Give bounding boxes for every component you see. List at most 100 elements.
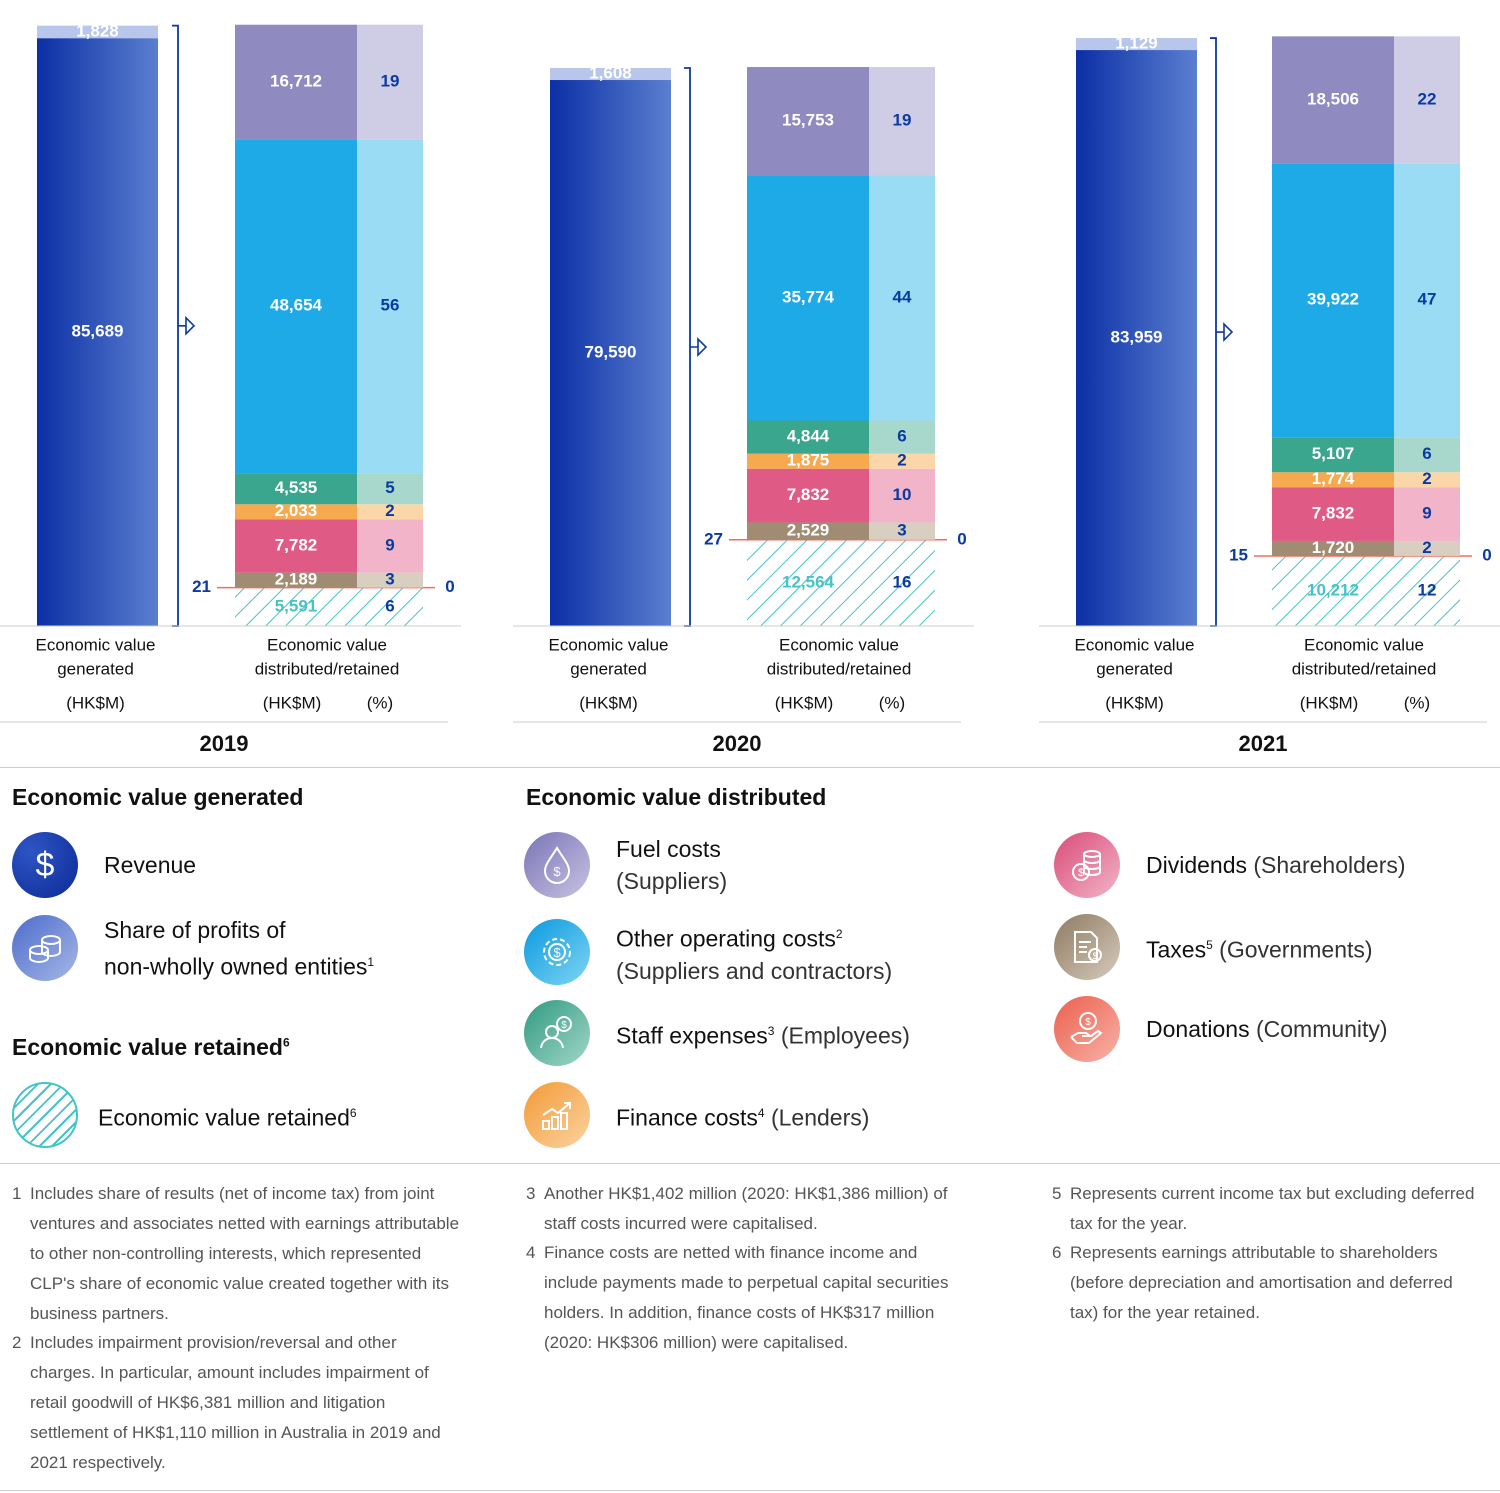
label-share-of-profits-2020: 1,608 bbox=[589, 63, 632, 82]
bottom-divider bbox=[0, 1490, 1500, 1491]
legend-item-finance: Finance costs4 (Lenders) bbox=[524, 1082, 869, 1148]
label-other-pct-2020: 44 bbox=[893, 287, 912, 306]
label-dividends-pct-2021: 9 bbox=[1422, 504, 1431, 523]
bar-other-2020 bbox=[747, 175, 869, 421]
notes-divider bbox=[0, 1163, 1500, 1164]
legend-distributed-title: Economic value distributed bbox=[526, 784, 827, 810]
legend-share-line2: non-wholly owned entities bbox=[104, 953, 368, 980]
bracket-2019 bbox=[172, 24, 179, 627]
label-retained-pct-2020: 16 bbox=[893, 572, 912, 591]
label-revenue-2020: 79,590 bbox=[585, 342, 637, 361]
label-taxes-pct-2021: 2 bbox=[1422, 538, 1431, 557]
legend-other-sub: (Suppliers and contractors) bbox=[616, 957, 893, 984]
axis-generated-line1-2020: Economic value bbox=[548, 635, 668, 654]
bar-share-of-profits-2021 bbox=[1076, 38, 1197, 51]
bar-revenue-2019 bbox=[37, 38, 158, 626]
label-donations-pct-2021: 0 bbox=[1482, 545, 1491, 564]
label-other-value-2019: 48,654 bbox=[270, 296, 323, 315]
legend-item-staff: $ Staff expenses3 (Employees) bbox=[524, 1000, 910, 1066]
label-finance-value-2020: 1,875 bbox=[787, 451, 830, 470]
footnote-6: 6 Represents earnings attributable to sha… bbox=[1052, 1243, 1453, 1322]
bar-other-2021 bbox=[1272, 163, 1394, 438]
axis-distributed-line1-2021: Economic value bbox=[1304, 635, 1424, 654]
bracket-arrow-2020 bbox=[690, 337, 708, 357]
label-staff-pct-2021: 6 bbox=[1422, 444, 1431, 463]
year-label-2019: 2019 bbox=[200, 731, 249, 756]
bar-fuel-2019 bbox=[235, 24, 357, 140]
svg-text:$: $ bbox=[1092, 951, 1097, 961]
label-fuel-pct-2021: 22 bbox=[1418, 89, 1437, 108]
axis-distributed-line2-2021: distributed/retained bbox=[1292, 659, 1437, 678]
legend-item-other-operating: $ Other operating costs2 (Suppliers and … bbox=[524, 918, 892, 987]
label-dividends-value-2020: 7,832 bbox=[787, 485, 830, 504]
bar-other-pct-2020 bbox=[869, 175, 935, 421]
bar-dividends-2019 bbox=[235, 519, 357, 573]
bar-retained-2019 bbox=[235, 587, 423, 626]
label-staff-pct-2020: 6 bbox=[897, 427, 906, 446]
tax-document-icon: $ bbox=[1054, 914, 1120, 980]
label-taxes-value-2019: 2,189 bbox=[275, 570, 318, 589]
legend-other-main: Other operating costs bbox=[616, 925, 836, 952]
bar-revenue-2021 bbox=[1076, 50, 1197, 626]
label-finance-value-2019: 2,033 bbox=[275, 501, 318, 520]
legend-staff-sub: (Employees) bbox=[774, 1022, 910, 1049]
bar-dividends-2021 bbox=[1272, 487, 1394, 541]
svg-text:$: $ bbox=[553, 864, 561, 879]
label-finance-pct-2021: 2 bbox=[1422, 469, 1431, 488]
bar-retained-2020 bbox=[747, 539, 935, 626]
label-fuel-value-2020: 15,753 bbox=[782, 111, 834, 130]
svg-text:$: $ bbox=[1085, 1017, 1091, 1028]
label-staff-pct-2019: 5 bbox=[385, 478, 394, 497]
label-retained-value-2019: 5,591 bbox=[275, 596, 318, 615]
bar-staff-2020 bbox=[747, 420, 869, 454]
label-staff-value-2019: 4,535 bbox=[275, 478, 318, 497]
fuel-drop-icon: $ bbox=[524, 832, 590, 898]
legend-generated-title: Economic value generated bbox=[12, 784, 304, 810]
bar-fuel-pct-2021 bbox=[1394, 36, 1460, 164]
label-finance-value-2021: 1,774 bbox=[1312, 469, 1355, 488]
label-revenue-2021: 83,959 bbox=[1111, 328, 1163, 347]
axis-generated-unit-2020: (HK$M) bbox=[579, 693, 638, 712]
axis-pct-unit-2020: (%) bbox=[879, 693, 905, 712]
bar-dividends-pct-2021 bbox=[1394, 487, 1460, 541]
legend-donations-sub: (Community) bbox=[1249, 1016, 1388, 1042]
label-donations-value-2020: 27 bbox=[704, 529, 723, 548]
coins-icon bbox=[12, 915, 78, 982]
bar-fuel-pct-2019 bbox=[357, 24, 423, 140]
hatched-circle-icon bbox=[12, 1082, 78, 1148]
bar-staff-2021 bbox=[1272, 437, 1394, 473]
legend-share-sup: 1 bbox=[367, 955, 375, 969]
axis-distributed-line2-2020: distributed/retained bbox=[767, 659, 912, 678]
label-donations-value-2019: 21 bbox=[192, 577, 211, 596]
bar-staff-2019 bbox=[235, 473, 357, 505]
bar-revenue-2020 bbox=[550, 80, 671, 627]
label-dividends-value-2019: 7,782 bbox=[275, 535, 318, 554]
bar-taxes-2019 bbox=[235, 572, 357, 588]
growth-chart-icon bbox=[524, 1082, 590, 1148]
axis-distributed-line1-2019: Economic value bbox=[267, 635, 387, 654]
label-retained-pct-2019: 6 bbox=[385, 596, 394, 615]
label-donations-pct-2019: 0 bbox=[445, 577, 454, 596]
label-staff-value-2021: 5,107 bbox=[1312, 444, 1355, 463]
label-dividends-value-2021: 7,832 bbox=[1312, 504, 1355, 523]
legend-item-fuel: $ Fuel costs (Suppliers) bbox=[524, 832, 727, 898]
dollar-icon: $ bbox=[12, 832, 78, 898]
bar-taxes-2021 bbox=[1272, 540, 1394, 556]
legend-revenue-label: Revenue bbox=[104, 852, 197, 878]
bar-taxes-2020 bbox=[747, 522, 869, 540]
footnote-1: 1 Includes share of results (net of incom… bbox=[12, 1184, 460, 1323]
bar-other-2019 bbox=[235, 139, 357, 474]
label-fuel-value-2021: 18,506 bbox=[1307, 89, 1359, 108]
svg-text:$: $ bbox=[553, 945, 561, 960]
axis-generated-unit-2021: (HK$M) bbox=[1105, 693, 1164, 712]
label-taxes-pct-2020: 3 bbox=[897, 521, 906, 540]
axis-distributed-unit-2020: (HK$M) bbox=[775, 693, 834, 712]
label-other-value-2020: 35,774 bbox=[782, 287, 835, 306]
svg-text:$: $ bbox=[561, 1020, 567, 1031]
label-donations-value-2021: 15 bbox=[1229, 545, 1248, 564]
legend-fuel-sub: (Suppliers) bbox=[616, 868, 728, 894]
label-taxes-value-2021: 1,720 bbox=[1312, 538, 1355, 557]
bracket-2020 bbox=[684, 67, 691, 627]
footnote-4: 4 Finance costs are netted with finance i… bbox=[526, 1243, 949, 1352]
